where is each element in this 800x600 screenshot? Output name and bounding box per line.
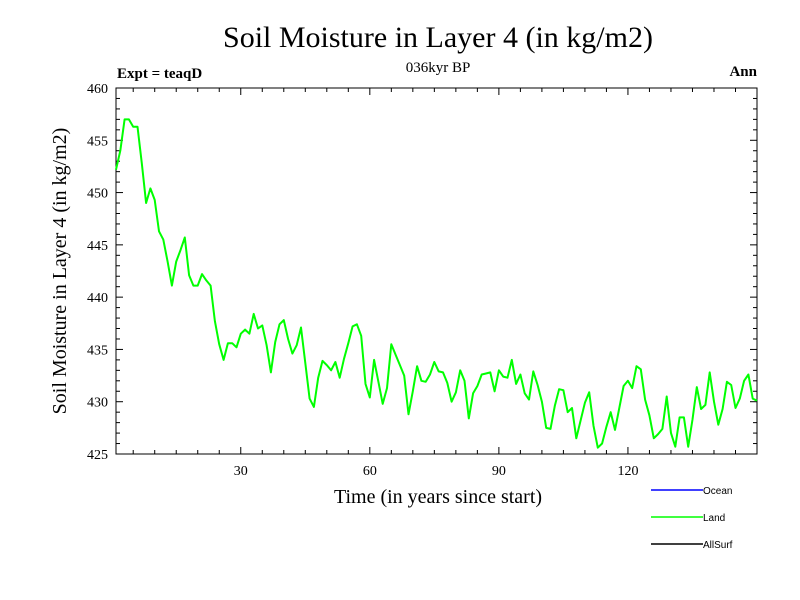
season-label: Ann <box>729 64 757 80</box>
y-tick-label: 435 <box>87 343 108 358</box>
x-tick-label: 60 <box>363 464 377 479</box>
series-layer <box>115 118 758 449</box>
series-line-land <box>115 118 758 449</box>
y-axis-ticks: 425 430 435 440 445 450 455 460 <box>87 82 757 463</box>
x-axis-ticks: 30 60 90 120 <box>132 88 736 479</box>
chart-title: Soil Moisture in Layer 4 (in kg/m2) <box>223 21 653 54</box>
y-tick-label: 440 <box>87 291 108 306</box>
x-tick-label: 120 <box>617 464 638 479</box>
x-tick-label: 90 <box>492 464 506 479</box>
legend-label-land: Land <box>703 513 725 524</box>
plot-frame <box>115 87 758 455</box>
legend: Ocean Land AllSurf <box>651 486 733 551</box>
y-tick-label: 455 <box>87 134 108 149</box>
y-tick-label: 450 <box>87 187 108 202</box>
chart-subtitle: 036kyr BP <box>406 60 471 76</box>
experiment-label: Expt = teaqD <box>117 66 202 82</box>
y-tick-label: 430 <box>87 396 108 411</box>
y-tick-label: 445 <box>87 239 108 254</box>
x-axis-label: Time (in years since start) <box>334 486 542 508</box>
y-tick-label: 425 <box>87 448 108 463</box>
y-axis-label: Soil Moisture in Layer 4 (in kg/m2) <box>49 128 71 415</box>
legend-label-ocean: Ocean <box>703 486 732 497</box>
x-tick-label: 30 <box>234 464 248 479</box>
y-tick-label: 460 <box>87 82 108 97</box>
legend-label-allsurf: AllSurf <box>703 540 733 551</box>
